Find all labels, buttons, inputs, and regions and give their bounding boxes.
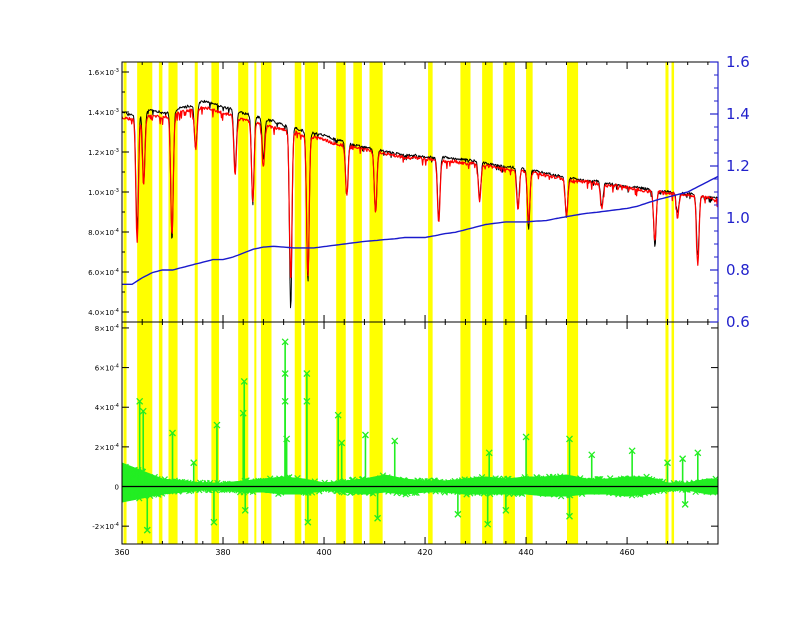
y-left-tick-label: 1.0×10-3 <box>88 188 119 197</box>
x-tick-label: 360 <box>114 548 129 557</box>
mask-band <box>428 62 433 544</box>
residual-outlier <box>190 459 198 467</box>
tick-exponent: -3 <box>114 68 119 74</box>
x-tick-label: 460 <box>619 548 634 557</box>
mask-band <box>353 62 362 544</box>
residual-outlier <box>283 435 291 443</box>
x-tick-label: 440 <box>518 548 533 557</box>
residual-outlier <box>566 435 573 443</box>
mask-band <box>503 62 515 544</box>
x-tick-label: 420 <box>417 548 432 557</box>
mask-band <box>671 62 675 544</box>
x-tick-label: 400 <box>316 548 331 557</box>
residual-outlier <box>139 407 147 415</box>
y-right-tick-label: 1.2 <box>726 157 750 175</box>
residual-outlier <box>522 433 530 441</box>
y-left-tick-label: 4.0×10-4 <box>88 308 119 317</box>
top-panel-plot <box>122 99 718 309</box>
y-bottom-tick-label: 2×10-4 <box>95 443 119 452</box>
y-left-tick-label: 8.0×10-4 <box>88 228 119 237</box>
masked-regions <box>123 62 675 544</box>
residual-outlier <box>361 431 369 439</box>
y-bottom-tick-label: 4×10-4 <box>95 403 119 412</box>
mask-band <box>260 62 272 544</box>
mask-band <box>460 62 471 544</box>
y-right-tick-label: 0.6 <box>726 313 750 331</box>
tick-exponent: -3 <box>114 188 119 194</box>
residual-outlier <box>484 520 492 528</box>
residual-outlier <box>213 421 221 429</box>
observed-spectrum <box>122 99 718 309</box>
mask-band <box>194 62 198 544</box>
y-right-tick-label: 0.8 <box>726 261 750 279</box>
residual-outlier <box>502 506 510 514</box>
bottom-panel-plot <box>122 338 770 534</box>
y-left-tick-label: 6.0×10-4 <box>88 268 119 277</box>
model-spectrum <box>122 106 718 279</box>
mask-band <box>336 62 346 544</box>
residual-outlier <box>454 510 462 518</box>
continuum-curve <box>122 175 718 285</box>
residual-outlier <box>281 338 289 346</box>
mask-band <box>304 62 318 544</box>
y-bottom-tick-label: 8×10-4 <box>95 324 119 333</box>
mask-band <box>211 62 219 544</box>
tick-exponent: -4 <box>114 308 119 314</box>
tick-exponent: -4 <box>114 403 119 409</box>
residual-outlier <box>240 378 248 385</box>
tick-exponent: -3 <box>114 148 119 154</box>
tick-exponent: -4 <box>114 268 119 274</box>
residual-outlier <box>694 449 702 457</box>
y-right-tick-label: 1.6 <box>726 53 750 71</box>
tick-exponent: -4 <box>114 364 119 370</box>
mask-band <box>123 62 127 544</box>
y-right-tick-label: 1.0 <box>726 209 750 227</box>
mask-band <box>238 62 249 544</box>
tick-exponent: -4 <box>114 228 119 234</box>
x-tick-label: 380 <box>215 548 230 557</box>
y-left-tick-label: 1.6×10-3 <box>88 68 119 77</box>
tick-exponent: -4 <box>114 522 119 528</box>
tick-exponent: -3 <box>114 108 119 114</box>
mask-band <box>168 62 178 544</box>
tick-exponent: -4 <box>114 443 119 449</box>
y-bottom-tick-label: -2×10-4 <box>92 522 119 531</box>
mask-band <box>665 62 669 544</box>
y-left-tick-label: 1.4×10-3 <box>88 108 119 117</box>
residual-outlier <box>664 459 671 467</box>
y-right-tick-label: 1.4 <box>726 105 750 123</box>
mask-band <box>482 62 493 544</box>
bottom-panel-frame <box>121 321 719 545</box>
residual-outlier <box>628 447 636 455</box>
mask-band <box>566 62 579 544</box>
tick-labels: 360 380 400 420 440 460 4.0×10-4 6.0×10-4 8.0×10… <box>88 53 750 557</box>
y-bottom-tick-label: 0 <box>115 484 119 492</box>
tick-marks <box>121 61 718 544</box>
mask-band <box>254 62 257 544</box>
mask-band <box>294 62 302 544</box>
mask-band <box>526 62 533 544</box>
residual-outlier <box>485 449 493 457</box>
tick-exponent: -4 <box>114 324 119 330</box>
residual-outlier <box>241 506 249 514</box>
y-bottom-tick-label: 6×10-4 <box>95 364 119 373</box>
mask-band <box>137 62 153 544</box>
y-left-tick-label: 1.2×10-3 <box>88 148 119 157</box>
residual-outlier <box>764 507 770 513</box>
mask-band <box>369 62 383 544</box>
mask-band <box>158 62 163 544</box>
